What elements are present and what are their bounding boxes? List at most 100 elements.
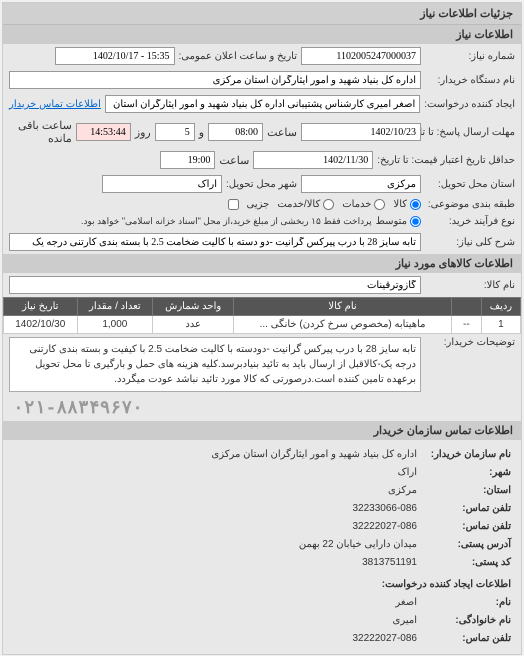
description-text: تابه سایز 28 با درب پیرکس گرانیت -دودسته… <box>9 337 421 392</box>
radio-medium-label: متوسط <box>376 216 407 227</box>
packaging-label: طبقه بندی موضوعی: <box>425 199 515 210</box>
item-name-input[interactable] <box>9 276 421 294</box>
partial-checkbox[interactable] <box>228 199 239 210</box>
contact-phone-row: تلفن تماس: 32233066-086 <box>13 500 511 518</box>
keywords-input[interactable] <box>9 233 421 251</box>
remaining-suffix: ساعت باقی مانده <box>9 119 72 145</box>
response-deadline-label: مهلت ارسال پاسخ: تا تاریخ: <box>425 127 515 138</box>
th-qty: تعداد / مقدار <box>77 298 153 316</box>
radio-both[interactable] <box>323 199 334 210</box>
request-number-label: شماره نیاز: <box>425 51 515 62</box>
contact-city-value: مرکزی <box>388 482 417 500</box>
radio-medium[interactable] <box>410 216 421 227</box>
cell-idx: 1 <box>481 316 520 334</box>
row-keywords: شرح کلی نیاز: <box>3 230 521 254</box>
cell-qty: 1,000 <box>77 316 153 334</box>
day-label: روز <box>135 126 151 139</box>
requester-input[interactable] <box>105 95 420 113</box>
process-label: نوع فرآیند خرید: <box>425 216 515 227</box>
contact-lastname-label: نام خانوادگی: <box>421 612 511 630</box>
contact-postal-label: آدرس پستی: <box>421 536 511 554</box>
partial-label: جزیی <box>247 199 270 210</box>
process-note: پرداخت فقط ۱۵ ربخشی از مبلغ خرید،از محل … <box>81 216 372 227</box>
contact-province-label: شهر: <box>421 464 511 482</box>
cell-name: ماهیتابه (مخصوص سرخ کردن) خانگی ... <box>234 316 452 334</box>
contact-fax-row: تلفن نماس: 32222027-086 <box>13 518 511 536</box>
table-row[interactable]: 1 -- ماهیتابه (مخصوص سرخ کردن) خانگی ...… <box>4 316 521 334</box>
contact-lastname-value: امیری <box>393 612 418 630</box>
radio-services-label: خدمات <box>342 199 371 210</box>
radio-both-label: کالا/خدمت <box>277 199 320 210</box>
requester-section-title: اطلاعات ایجاد کننده درخواست: <box>13 576 511 594</box>
delivery-city-label: شهر محل تحویل: <box>226 179 297 190</box>
th-name: نام کالا <box>234 298 452 316</box>
remaining-time-input[interactable] <box>76 123 131 141</box>
contact-link[interactable]: اطلاعات تماس خریدار <box>9 99 101 110</box>
contact-zip-row: کد پستی: 3813751191 <box>13 554 511 572</box>
buyer-org-label: نام دستگاه خریدار: <box>425 75 515 86</box>
contact-city-row: استان: مرکزی <box>13 482 511 500</box>
contact-zip-label: کد پستی: <box>421 554 511 572</box>
buyer-org-input[interactable] <box>9 71 421 89</box>
contact-req-phone-value: 32222027-086 <box>352 630 417 648</box>
validity-label: حداقل تاریخ اعتبار قیمت: تا تاریخ: <box>377 155 515 166</box>
row-process: نوع فرآیند خرید: متوسط پرداخت فقط ۱۵ ربخ… <box>3 213 521 230</box>
items-table: ردیف نام کالا واحد شمارش تعداد / مقدار ت… <box>3 297 521 334</box>
radio-goods-item[interactable]: کالا <box>393 199 421 210</box>
row-delivery: استان محل تحویل: شهر محل تحویل: <box>3 172 521 196</box>
contact-fax-label: تلفن نماس: <box>421 518 511 536</box>
time-label-1: ساعت <box>267 126 297 139</box>
delivery-province-label: استان محل تحویل: <box>425 179 515 190</box>
contact-org-label: نام سازمان خریدار: <box>421 446 511 464</box>
delivery-city-input[interactable] <box>102 175 222 193</box>
response-date-input[interactable] <box>301 123 421 141</box>
contact-province-value: اراک <box>398 464 417 482</box>
request-number-input[interactable] <box>301 47 421 65</box>
announce-date-input[interactable] <box>55 47 175 65</box>
cell-unit: عدد <box>153 316 234 334</box>
remaining-days-input[interactable] <box>155 123 195 141</box>
contact-name-row: نام: اصغر <box>13 594 511 612</box>
tab-header: اطلاعات نیاز <box>3 25 521 44</box>
process-radio-group: متوسط <box>376 216 421 227</box>
contact-postal-row: آدرس پستی: میدان دارایی خیابان 22 بهمن <box>13 536 511 554</box>
validity-date-input[interactable] <box>253 151 373 169</box>
th-unit: واحد شمارش <box>153 298 234 316</box>
contact-province-row: شهر: اراک <box>13 464 511 482</box>
contact-name-label: نام: <box>421 594 511 612</box>
th-blank <box>451 298 481 316</box>
row-description: توضیحات خریدار: تابه سایز 28 با درب پیرک… <box>3 334 521 395</box>
description-label: توضیحات خریدار: <box>425 337 515 348</box>
row-item-name: نام کالا: <box>3 273 521 297</box>
contact-section-title: اطلاعات تماس سازمان خریدار <box>3 421 521 440</box>
keywords-label: شرح کلی نیاز: <box>425 237 515 248</box>
response-time-input[interactable] <box>208 123 263 141</box>
row-requester: ایجاد کننده درخواست: اطلاعات تماس خریدار <box>3 92 521 116</box>
contact-zip-value: 3813751191 <box>362 554 417 572</box>
row-response-deadline: مهلت ارسال پاسخ: تا تاریخ: ساعت و روز سا… <box>3 116 521 148</box>
contact-city-label: استان: <box>421 482 511 500</box>
radio-both-item[interactable]: کالا/خدمت <box>277 199 334 210</box>
radio-medium-item[interactable]: متوسط <box>376 216 421 227</box>
row-packaging: طبقه بندی موضوعی: کالا خدمات کالا/خدمت ج… <box>3 196 521 213</box>
cell-date: 1402/10/30 <box>4 316 78 334</box>
and-label: و <box>199 126 204 139</box>
radio-services[interactable] <box>374 199 385 210</box>
table-header-row: ردیف نام کالا واحد شمارش تعداد / مقدار ت… <box>4 298 521 316</box>
packaging-radio-group: کالا خدمات کالا/خدمت جزیی <box>228 199 422 210</box>
contact-name-value: اصغر <box>395 594 417 612</box>
announce-date-label: تاریخ و ساعت اعلان عمومی: <box>179 51 298 62</box>
main-panel: جزئیات اطلاعات نیاز اطلاعات نیاز شماره ن… <box>2 2 522 655</box>
radio-goods-label: کالا <box>393 199 407 210</box>
phone-display: ۰۲۱-۸۸۳۴۹۶۷۰ <box>3 395 521 421</box>
radio-services-item[interactable]: خدمات <box>342 199 385 210</box>
th-row: ردیف <box>481 298 520 316</box>
items-section-title: اطلاعات کالاهای مورد نیاز <box>3 254 521 273</box>
validity-time-input[interactable] <box>160 151 215 169</box>
contact-req-phone-label: تلفن تماس: <box>421 630 511 648</box>
row-validity: حداقل تاریخ اعتبار قیمت: تا تاریخ: ساعت <box>3 148 521 172</box>
requester-label: ایجاد کننده درخواست: <box>424 99 515 110</box>
cell-code: -- <box>451 316 481 334</box>
radio-goods[interactable] <box>410 199 421 210</box>
delivery-province-input[interactable] <box>301 175 421 193</box>
